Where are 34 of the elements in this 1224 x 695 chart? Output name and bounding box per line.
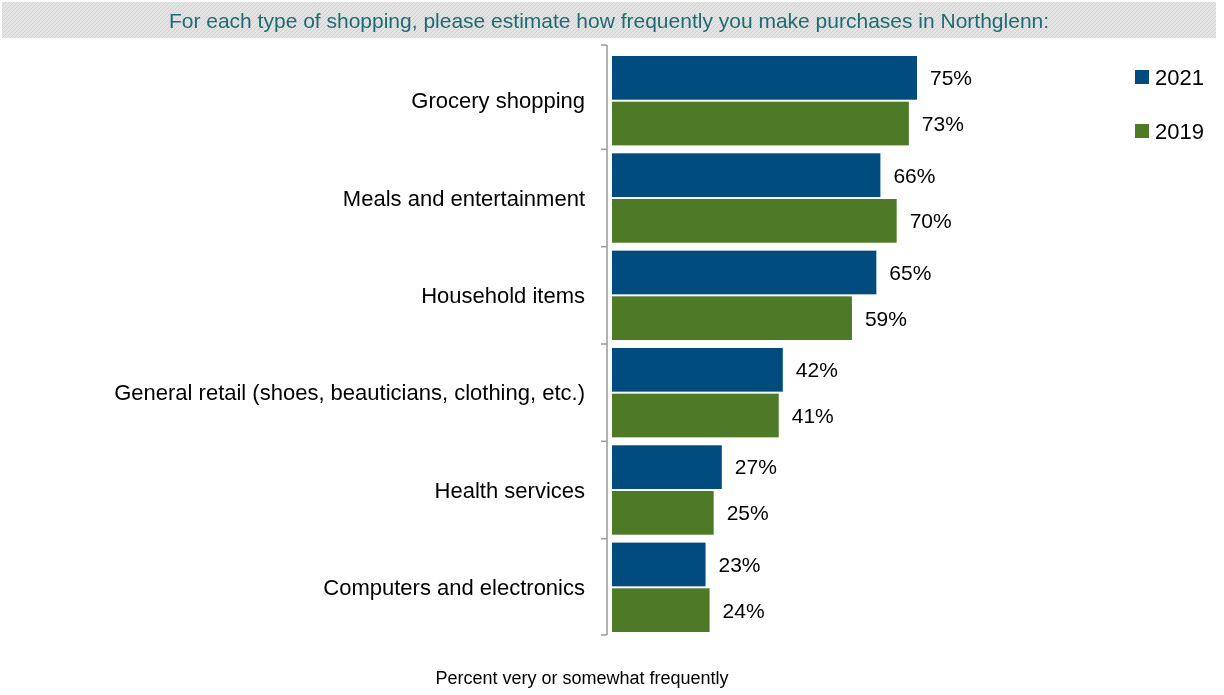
y-tick-label: Computers and electronics: [323, 575, 585, 601]
data-label: 70%: [909, 209, 952, 233]
data-label: 75%: [929, 66, 973, 90]
y-tick-label: Health services: [434, 477, 585, 503]
legend-label: 2021: [1155, 64, 1204, 90]
bar: [612, 588, 710, 632]
bar: [612, 393, 779, 438]
bar: [612, 153, 881, 198]
data-label: 23%: [718, 552, 761, 576]
data-label: 65%: [889, 260, 932, 284]
legend-label: 2019: [1155, 118, 1204, 144]
bar: [612, 199, 897, 243]
data-label: 73%: [921, 111, 964, 135]
data-label: 42%: [795, 358, 838, 382]
bar: [612, 250, 877, 295]
bar: [612, 56, 917, 100]
data-label: 59%: [864, 306, 907, 330]
data-label: 41%: [791, 403, 834, 427]
bar: [612, 101, 909, 146]
bar: [612, 347, 783, 392]
x-axis-title: Percent very or somewhat frequently: [435, 668, 729, 688]
y-tick-label: General retail (shoes, beauticians, clothing, etc.): [114, 380, 585, 406]
data-label: 66%: [893, 163, 936, 187]
y-tick-label: Grocery shopping: [411, 88, 585, 114]
bar: [612, 542, 706, 587]
bar: [612, 490, 714, 535]
data-label: 24%: [722, 598, 765, 622]
bar: [612, 296, 852, 341]
bar: [612, 445, 722, 489]
y-tick-label: Household items: [421, 283, 585, 309]
data-label: 27%: [734, 455, 777, 479]
chart-title: For each type of shopping, please estimate how frequently you make purchases in Northglenn:: [168, 9, 1050, 33]
y-tick-label: Meals and entertainment: [342, 185, 585, 211]
data-label: 25%: [726, 501, 769, 525]
